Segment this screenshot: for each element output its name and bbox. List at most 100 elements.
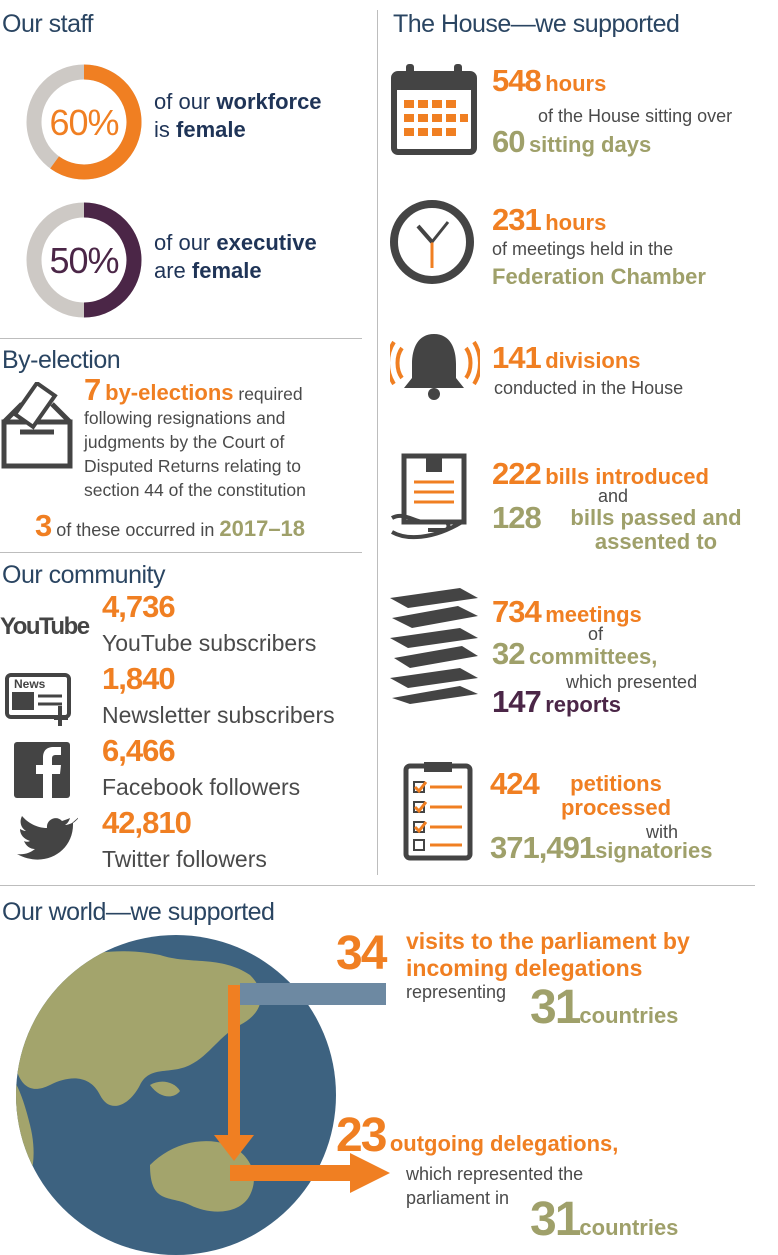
number: 23: [336, 1109, 387, 1162]
label: sitting days: [528, 132, 652, 157]
books-icon: [390, 588, 478, 704]
number: 734: [492, 594, 542, 629]
donut-label: 60%: [49, 102, 118, 143]
label: reports: [545, 692, 621, 717]
section-title: Our staff: [2, 10, 93, 38]
community-item: 6,466 Facebook followers: [102, 733, 301, 806]
reports: 147 reports: [492, 684, 621, 720]
bell-icon: [390, 334, 480, 400]
donut-arc: [83, 202, 142, 318]
text: conducted in the House: [494, 378, 684, 398]
number: 31: [530, 1193, 581, 1246]
checklist-icon: [403, 762, 473, 861]
youtube-logo: YouTube: [0, 613, 90, 641]
countries: 31countries: [530, 980, 678, 1035]
text: is: [154, 117, 170, 142]
section-title: By-election: [2, 346, 121, 374]
number: 6,466: [102, 733, 176, 768]
donut-charts: 60% 50%: [26, 64, 142, 318]
text: required following resignations and judg…: [84, 384, 306, 500]
text: and: [598, 486, 629, 506]
number: 548: [492, 63, 542, 98]
label: bills introduced: [545, 464, 709, 489]
text: YouTube: [0, 613, 90, 640]
label: countries: [579, 1003, 679, 1028]
label: by-elections: [105, 380, 234, 405]
text: of our: [154, 230, 211, 255]
divisions: 141 divisions: [492, 340, 641, 376]
label: divisions: [545, 348, 641, 373]
text: female: [191, 258, 262, 283]
label: meetings: [545, 602, 642, 627]
label: Twitter followers: [102, 846, 267, 872]
label: Newsletter subscribers: [102, 702, 335, 728]
number: 7: [84, 372, 101, 407]
number: 42,810: [102, 805, 192, 840]
facebook-icon: [14, 742, 70, 798]
incoming: 34: [336, 926, 387, 981]
section-title: Our world—we supported: [2, 898, 275, 926]
sitting-days: 60 sitting days: [492, 124, 651, 160]
divider: [377, 10, 378, 875]
label: YouTube subscribers: [102, 630, 317, 656]
number: 32: [492, 636, 525, 671]
news-icon: News: [5, 673, 71, 726]
number: 222: [492, 456, 542, 491]
news-label: News: [14, 677, 46, 691]
text: female: [176, 117, 246, 142]
text: of our: [154, 89, 211, 114]
signatories: 371,491signatories: [490, 830, 712, 866]
sitting: 548 hours: [492, 63, 606, 102]
countries: 31countries: [530, 1192, 678, 1247]
label: outgoing delegations,: [389, 1131, 619, 1156]
bills: 222 bills introduced: [492, 456, 709, 492]
bill-icon: [390, 453, 467, 540]
outgoing: 23 outgoing delegations,: [336, 1108, 618, 1163]
ballot-icon: [1, 382, 73, 469]
text: which represented the parliament in: [406, 1164, 584, 1208]
text: which presented: [566, 672, 698, 692]
text: of meetings held in the: [492, 239, 674, 259]
label: signatories: [595, 838, 713, 863]
twitter-icon: [17, 816, 78, 860]
number: 128: [492, 500, 542, 535]
divider: [0, 552, 362, 553]
label: bills passed and assented to: [570, 505, 742, 554]
number: 3: [35, 508, 52, 543]
committees: 734 meetings: [492, 594, 642, 630]
label: petitions processed: [560, 771, 672, 820]
number: 1,840: [102, 661, 176, 696]
number: 31: [530, 981, 581, 1034]
occurred: 3 of these occurred in 2017–18: [35, 508, 305, 544]
chamber: 231 hours: [492, 202, 606, 238]
text: of the House sitting over: [538, 106, 733, 126]
divider: [0, 338, 362, 339]
divider: [0, 885, 755, 886]
community-item: 1,840 Newsletter subscribers: [102, 661, 335, 734]
calendar-icon: [391, 64, 477, 155]
community-item: 42,810 Twitter followers: [102, 805, 267, 878]
text: representing: [406, 982, 507, 1002]
number: 34: [336, 927, 387, 980]
section-title: The House—we supported: [393, 10, 680, 38]
clock-icon: [390, 200, 474, 284]
number: 371,491: [490, 830, 596, 865]
globe-graphic: [16, 935, 390, 1255]
place: Federation Chamber: [492, 264, 706, 289]
text: executive: [216, 230, 317, 255]
by-election-text: 7 by-elections required following resign…: [84, 374, 356, 502]
label: Facebook followers: [102, 774, 301, 800]
number: 60: [492, 124, 525, 159]
label: hours: [545, 210, 607, 235]
number: 424: [490, 766, 540, 801]
label: committees,: [528, 644, 658, 669]
text: are: [154, 258, 186, 283]
donut-arc: [50, 64, 142, 180]
text: of: [588, 624, 604, 644]
committees-count: 32 committees,: [492, 636, 657, 672]
donut-label: 50%: [49, 240, 118, 281]
number: 147: [492, 684, 542, 719]
text: workforce: [216, 89, 322, 114]
label: countries: [579, 1215, 679, 1240]
